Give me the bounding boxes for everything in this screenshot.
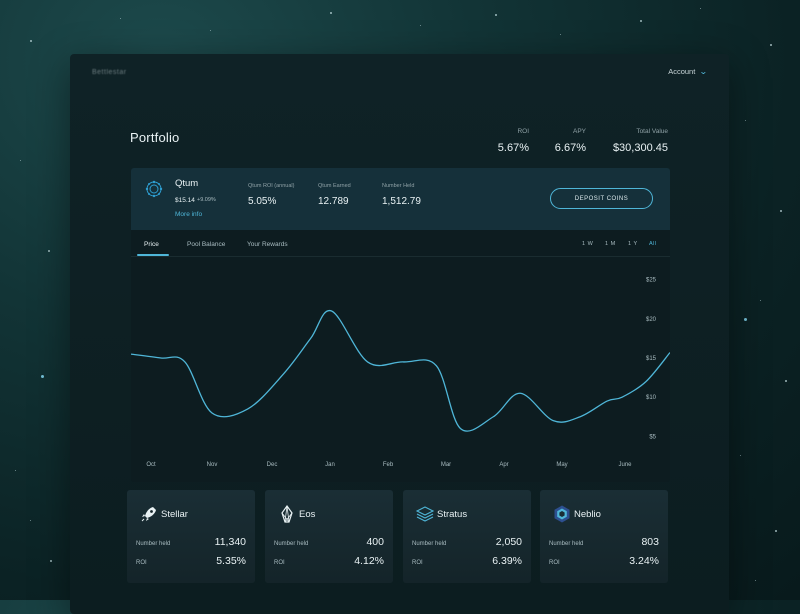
rocket-icon — [141, 507, 156, 522]
x-tick-label: Feb — [383, 462, 394, 468]
coin-stat-earned: Qtum Earned 12.789 — [318, 183, 351, 207]
roi-label: ROI — [136, 560, 147, 566]
holding-name: Stratus — [437, 509, 468, 520]
tab-price[interactable]: Price — [144, 241, 159, 248]
qtum-icon — [145, 180, 163, 198]
coin-stat-number-held: Number Held 1,512.79 — [382, 183, 421, 207]
tab-pool-balance[interactable]: Pool Balance — [187, 241, 226, 248]
range-all[interactable]: All — [649, 241, 657, 247]
portfolio-stat-apy: APY 6.67% — [555, 128, 586, 154]
holding-name: Stellar — [161, 509, 188, 520]
page-title: Portfolio — [130, 130, 180, 145]
held-value: 803 — [641, 536, 659, 548]
holding-card-neblio[interactable]: Neblio Number held 803 ROI 3.24% — [540, 490, 668, 583]
y-tick-label: $20 — [646, 317, 657, 323]
held-label: Number held — [412, 541, 447, 547]
coin-change: +9.09% — [197, 197, 216, 203]
price-series-line — [131, 309, 670, 432]
coin-summary-card: Qtum $15.14 +9.09% More info Qtum ROI (a… — [131, 168, 670, 230]
dashboard-panel: Bettlestar Account ⌄ Portfolio ROI 5.67%… — [70, 54, 729, 614]
chart-tabs: Price Pool Balance Your Rewards 1 W 1 M … — [131, 230, 670, 257]
coin-stat-label: Number Held — [382, 183, 415, 189]
coin-stat-value: 1,512.79 — [382, 196, 421, 207]
x-tick-label: Oct — [146, 462, 156, 468]
held-value: 2,050 — [495, 536, 522, 548]
portfolio-stat-roi: ROI 5.67% — [498, 128, 529, 154]
more-info-link[interactable]: More info — [175, 211, 203, 218]
stratus-icon — [415, 506, 435, 522]
held-label: Number held — [274, 541, 309, 547]
roi-value: 6.39% — [492, 555, 522, 567]
roi-value: 4.12% — [354, 555, 384, 567]
coin-stat-roi: Qtum ROI (annual) 5.05% — [248, 183, 294, 207]
holding-card-eos[interactable]: Eos Number held 400 ROI 4.12% — [265, 490, 393, 583]
roi-label: ROI — [274, 560, 285, 566]
roi-label: ROI — [549, 560, 560, 566]
stat-value: 6.67% — [554, 142, 586, 154]
stat-value: 5.67% — [497, 142, 529, 154]
held-value: 400 — [366, 536, 384, 548]
active-tab-indicator — [137, 254, 169, 256]
x-tick-label: Jan — [325, 462, 335, 468]
held-label: Number held — [136, 541, 171, 547]
price-chart-card: Price Pool Balance Your Rewards 1 W 1 M … — [131, 230, 670, 482]
x-tick-label: Nov — [207, 462, 218, 468]
holding-name: Eos — [299, 509, 316, 520]
coin-stat-label: Qtum Earned — [318, 183, 351, 189]
x-tick-label: Mar — [441, 462, 451, 468]
price-line-chart: $25 $20 $15 $10 $5 Oct Nov Dec Jan Feb Mar Apr May Ju… — [131, 278, 670, 468]
coin-stat-label: Qtum ROI (annual) — [248, 183, 295, 189]
y-tick-label: $5 — [649, 434, 656, 440]
x-tick-label: Dec — [267, 462, 278, 468]
brand-logo: Bettlestar — [92, 69, 127, 76]
holding-card-stratus[interactable]: Stratus Number held 2,050 ROI 6.39% — [403, 490, 531, 583]
x-tick-label: May — [556, 462, 567, 468]
eos-icon — [281, 504, 293, 523]
coin-price: $15.14 — [175, 197, 195, 204]
stat-value: $30,300.45 — [612, 142, 668, 154]
stat-label: APY — [572, 128, 586, 135]
stat-label: Total Value — [636, 128, 668, 135]
y-tick-label: $10 — [646, 395, 657, 401]
account-menu[interactable]: Account ⌄ — [668, 67, 709, 76]
holding-card-stellar[interactable]: Stellar Number held 11,340 ROI 5.35% — [127, 490, 255, 583]
stat-label: ROI — [517, 128, 529, 135]
coin-stat-value: 5.05% — [248, 196, 277, 207]
held-label: Number held — [549, 541, 584, 547]
coin-name: Qtum — [175, 178, 199, 189]
range-1m[interactable]: 1 M — [605, 241, 616, 247]
range-1w[interactable]: 1 W — [582, 241, 594, 247]
roi-label: ROI — [412, 560, 423, 566]
y-tick-label: $25 — [646, 278, 657, 284]
holding-name: Neblio — [574, 509, 601, 520]
tab-your-rewards[interactable]: Your Rewards — [247, 241, 288, 248]
deposit-coins-button[interactable]: DEPOSIT COINS — [550, 188, 653, 209]
chevron-down-icon: ⌄ — [699, 67, 709, 76]
neblio-icon — [554, 505, 570, 523]
held-value: 11,340 — [214, 536, 246, 548]
x-tick-label: June — [618, 462, 632, 468]
portfolio-stat-total-value: Total Value $30,300.45 — [613, 128, 668, 154]
roi-value: 5.35% — [216, 555, 246, 567]
roi-value: 3.24% — [629, 555, 659, 567]
x-tick-label: Apr — [499, 462, 508, 468]
range-1y[interactable]: 1 Y — [628, 241, 638, 247]
account-label: Account — [668, 67, 696, 76]
coin-stat-value: 12.789 — [318, 196, 349, 207]
y-tick-label: $15 — [646, 356, 657, 362]
